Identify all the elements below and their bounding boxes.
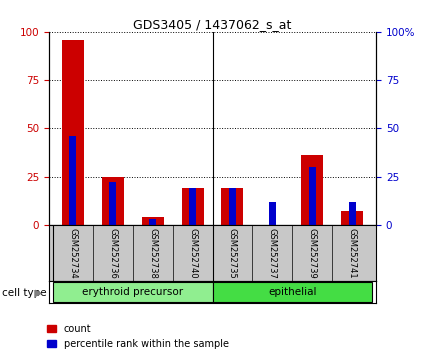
Bar (181, 188, 204, 225)
Text: GSM252739: GSM252739 (308, 228, 317, 278)
Text: GSM252741: GSM252741 (348, 228, 357, 278)
Text: GSM252736: GSM252736 (108, 228, 117, 279)
Bar (229, 188, 236, 225)
Title: GDS3405 / 1437062_s_at: GDS3405 / 1437062_s_at (133, 18, 292, 31)
Bar (221, 188, 244, 225)
Bar (62, 40, 84, 225)
Legend: count, percentile rank within the sample: count, percentile rank within the sample (47, 324, 229, 349)
Bar (309, 167, 316, 225)
Text: GSM252737: GSM252737 (268, 228, 277, 279)
Bar (341, 211, 363, 225)
Bar (69, 136, 76, 225)
Bar (142, 217, 164, 225)
Text: cell type: cell type (2, 288, 47, 298)
Text: GSM252738: GSM252738 (148, 228, 157, 279)
Text: ▶: ▶ (35, 288, 42, 298)
Bar (149, 219, 156, 225)
Bar (301, 155, 323, 225)
Bar (102, 177, 124, 225)
Bar (212, 282, 372, 302)
Text: GSM252734: GSM252734 (68, 228, 77, 278)
Bar (109, 182, 116, 225)
Text: erythroid precursor: erythroid precursor (82, 287, 183, 297)
Bar (53, 282, 212, 302)
Text: GSM252740: GSM252740 (188, 228, 197, 278)
Bar (269, 202, 276, 225)
Text: GSM252735: GSM252735 (228, 228, 237, 278)
Text: epithelial: epithelial (268, 287, 317, 297)
Bar (348, 202, 356, 225)
Bar (189, 188, 196, 225)
